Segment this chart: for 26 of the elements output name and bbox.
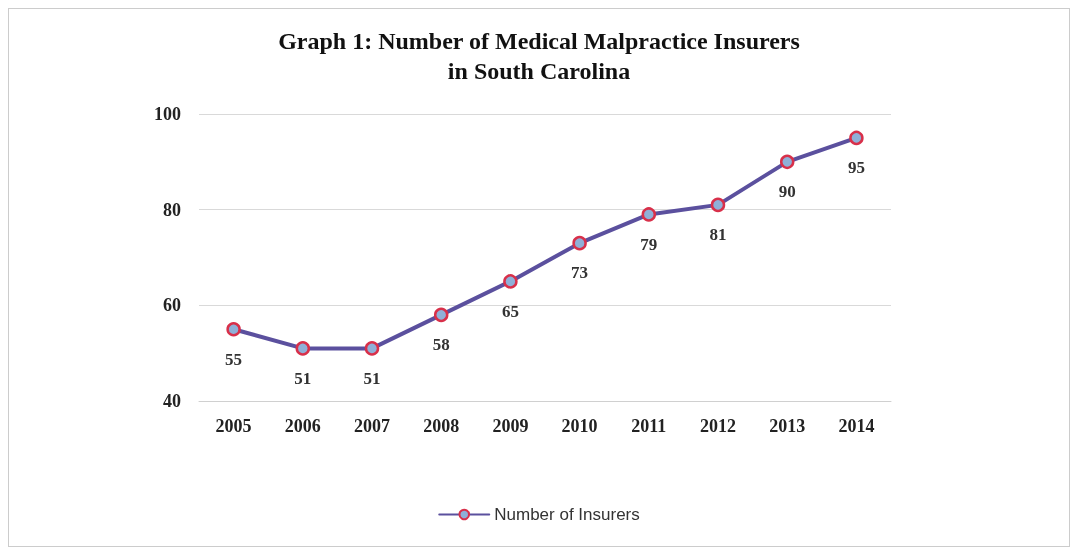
x-tick-label: 2006: [284, 416, 321, 436]
x-tick-label: 2007: [354, 416, 390, 436]
data-label: 55: [225, 349, 243, 369]
data-label: 79: [640, 234, 658, 254]
x-tick-label: 2011: [631, 416, 667, 436]
data-label: 65: [501, 301, 519, 321]
data-label: 73: [571, 263, 589, 283]
data-label: 51: [294, 368, 312, 388]
y-tick-label: 60: [163, 295, 181, 316]
legend-label: Number of Insurers: [494, 505, 640, 524]
x-tick-label: 2014: [838, 416, 875, 436]
chart-title: Graph 1: Number of Medical Malpractice Insurers in South Carolina: [278, 28, 800, 84]
data-label: 90: [778, 182, 796, 202]
x-tick-label: 2010: [561, 416, 598, 436]
data-label: 51: [363, 368, 381, 388]
x-tick-label: 2008: [423, 416, 460, 436]
y-tick-label: 80: [163, 199, 181, 220]
data-label: 81: [709, 225, 727, 245]
data-label: 95: [847, 158, 865, 178]
data-label: 58: [432, 335, 450, 355]
y-tick-label: 40: [163, 391, 181, 411]
x-tick-label: 2013: [769, 416, 806, 436]
x-tick-label: 2005: [215, 416, 252, 436]
x-tick-label: 2012: [700, 416, 736, 436]
y-tick-label: 100: [154, 104, 181, 124]
x-tick-label: 2009: [492, 416, 529, 436]
